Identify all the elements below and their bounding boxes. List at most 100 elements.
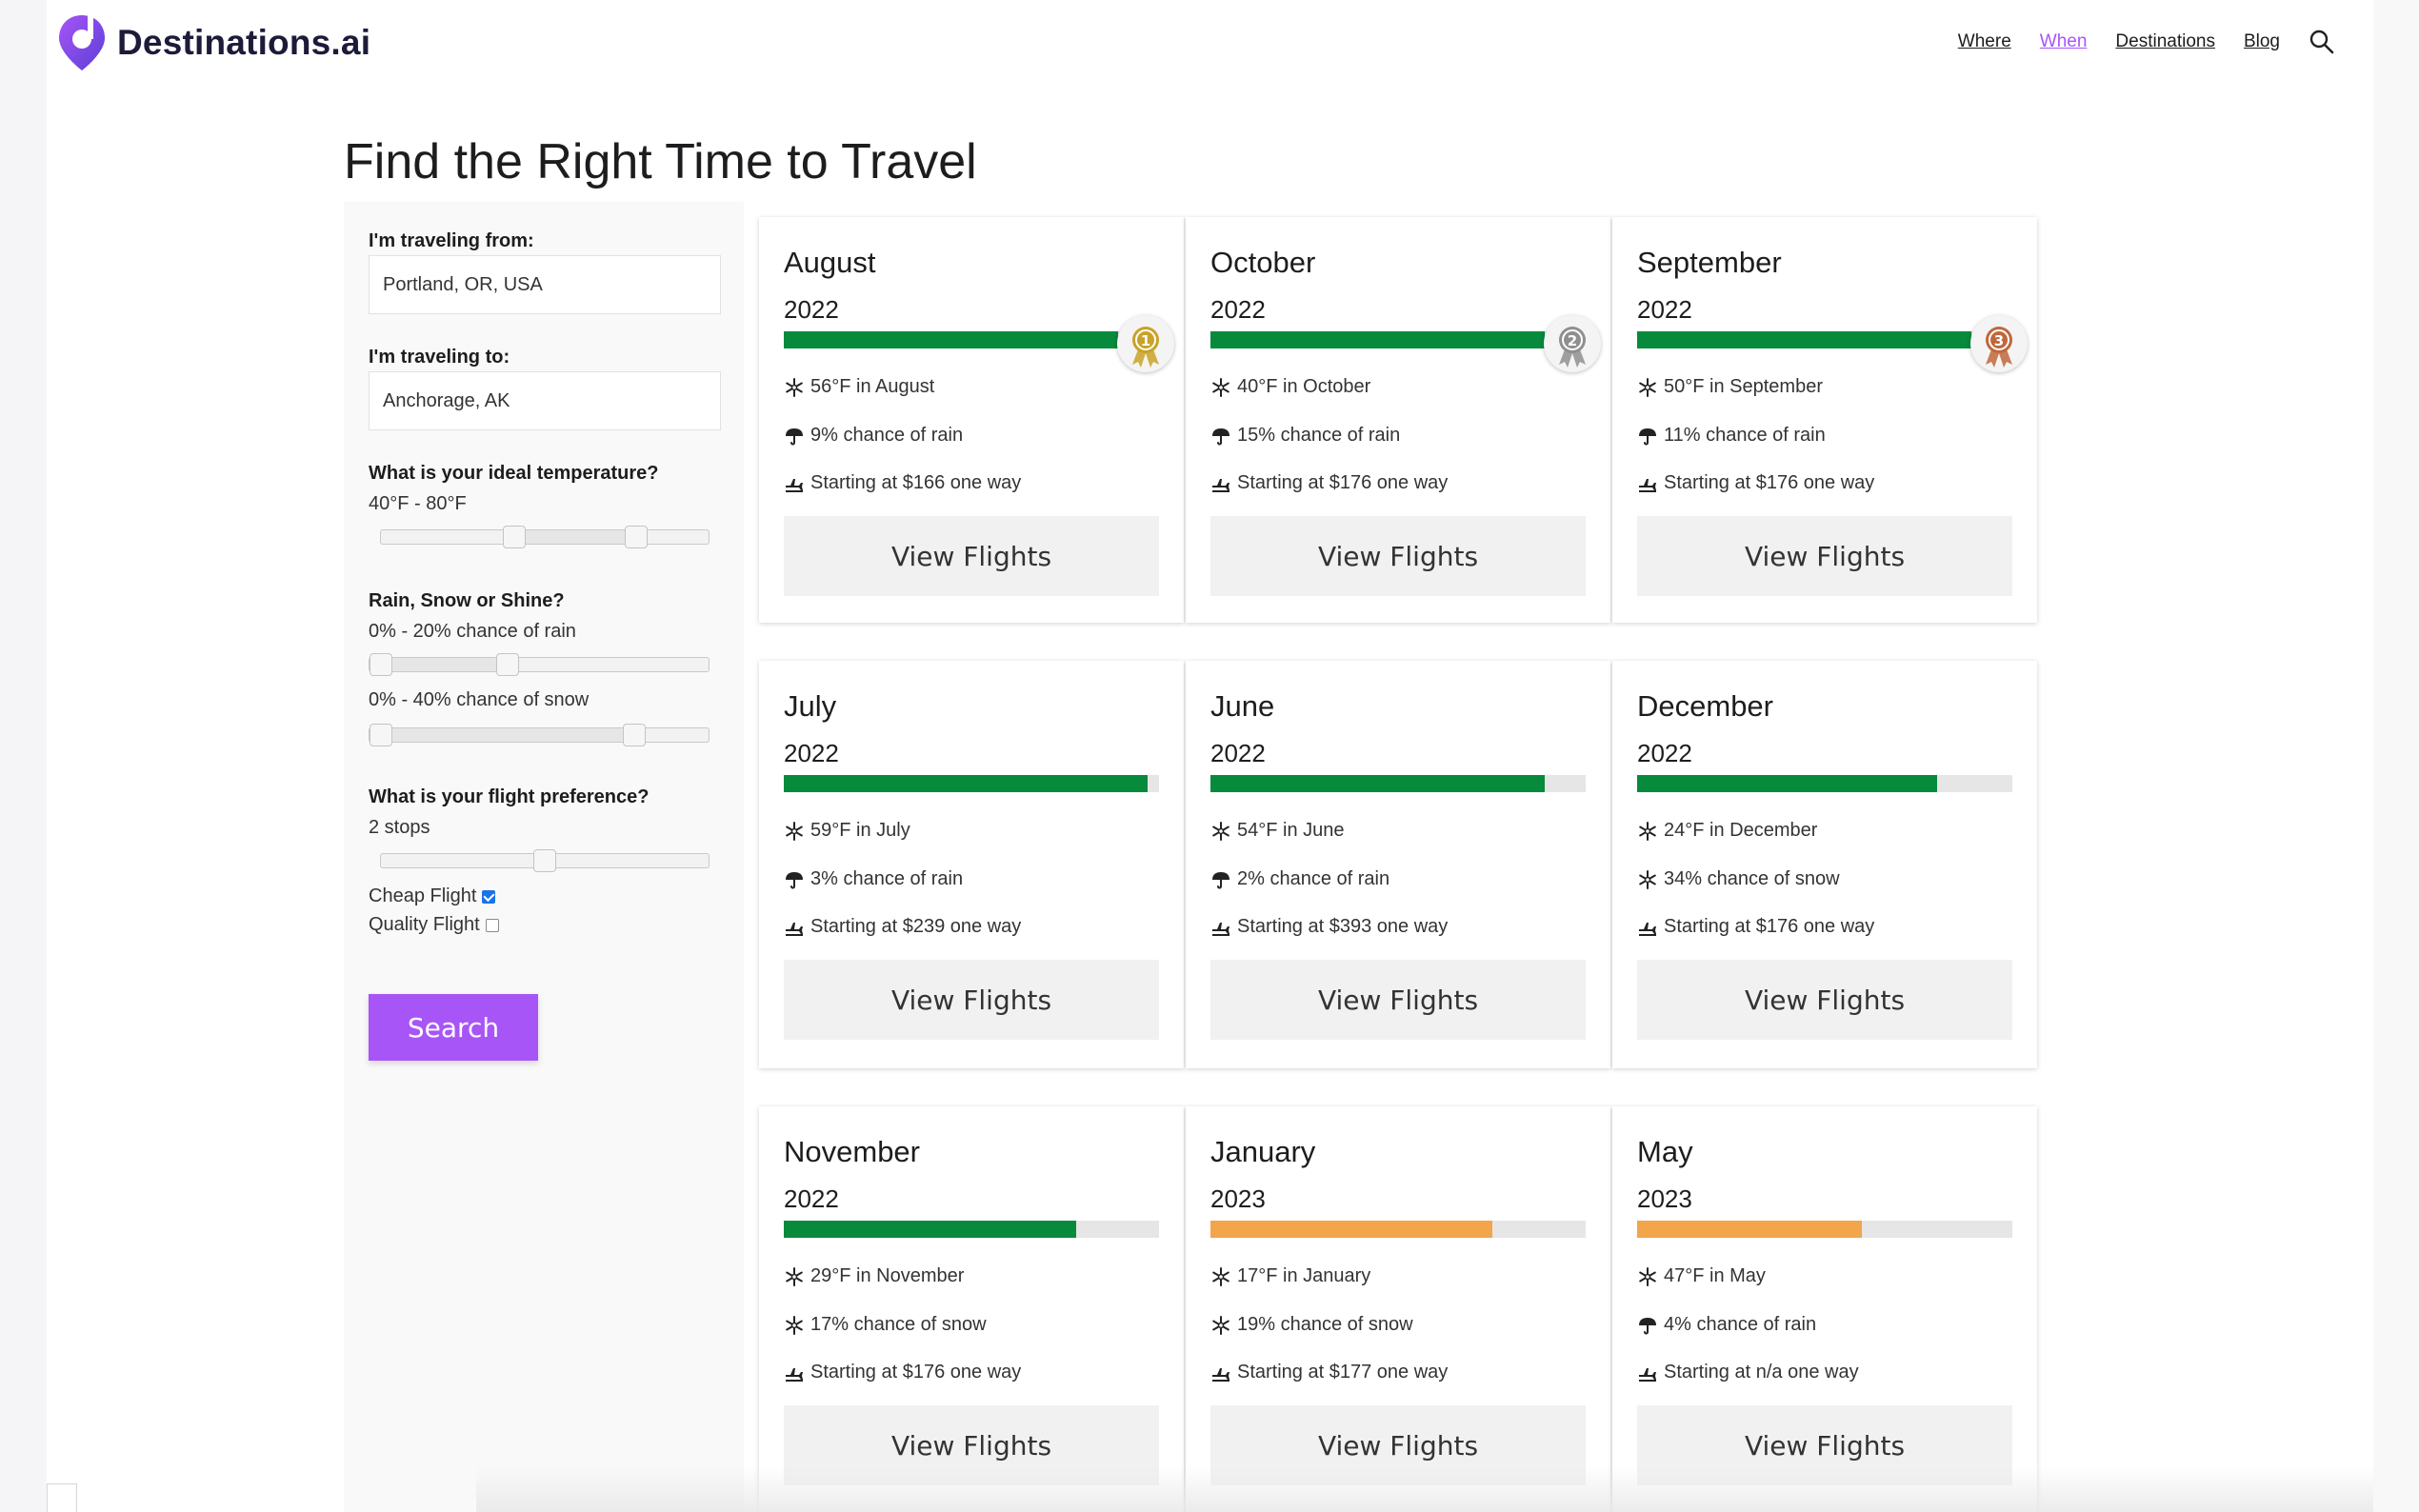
flight-stops-slider[interactable] [380,849,710,872]
flight-price-text: Starting at $176 one way [1664,472,1875,493]
card-year: 2022 [1210,295,1266,324]
temperature-max-handle[interactable] [625,526,648,548]
temperature-range [514,530,636,544]
airplane-icon [1639,478,1656,492]
rank-number: 1 [1141,332,1150,349]
precipitation-stat: 9% chance of rain [784,425,963,447]
nav-when[interactable]: When [2039,31,2088,51]
temperature-text: 56°F in August [810,376,935,397]
nav-blog[interactable]: Blog [2243,31,2280,51]
rank-medal-icon: 2 [1544,315,1601,372]
collapsed-tab[interactable] [47,1483,77,1512]
rain-range [381,658,508,671]
view-flights-button[interactable]: View Flights [784,960,1159,1040]
cheap-flight-checkbox[interactable] [482,889,496,904]
rain-max-handle[interactable] [495,653,519,676]
cheap-flight-label: Cheap Flight [369,885,477,906]
right-gutter [2373,0,2419,1512]
temperature-text: 17°F in January [1237,1265,1371,1286]
precipitation-text: 4% chance of rain [1664,1314,1817,1335]
logo[interactable]: Destinations.ai [56,11,370,74]
month-card: October 2022 2 40°F in October 15% chance of… [1186,217,1610,623]
month-card: November 2022 29°F in November 17% chance o… [759,1106,1184,1512]
temperature-stat: 29°F in November [784,1265,964,1287]
precipitation-text: 17% chance of snow [810,1314,987,1335]
snowflake-icon [786,1266,803,1286]
to-label: I'm traveling to: [369,347,510,368]
search-icon[interactable] [2309,29,2335,55]
snowflake-icon [1212,821,1229,841]
snowflake-icon [1639,1266,1656,1286]
view-flights-button[interactable]: View Flights [784,1405,1159,1485]
view-flights-button[interactable]: View Flights [1637,960,2012,1040]
airplane-icon [1212,478,1229,492]
score-fill [1637,1221,1863,1238]
to-input[interactable] [369,371,721,430]
card-year: 2022 [784,295,839,324]
umbrella-icon [1639,428,1656,445]
card-year: 2023 [1210,1184,1266,1213]
precipitation-text: 11% chance of rain [1664,425,1826,446]
precipitation-stat: 34% chance of snow [1637,868,1840,890]
snowflake-icon [1639,869,1656,889]
temperature-stat: 47°F in May [1637,1265,1766,1287]
flight-price-text: Starting at n/a one way [1664,1362,1859,1383]
search-button[interactable]: Search [369,994,538,1061]
quality-flight-checkbox[interactable] [485,918,499,932]
score-fill [1637,775,1938,792]
airplane-icon [786,1367,803,1382]
card-year: 2022 [1637,739,1692,767]
score-bar [1637,1221,2012,1238]
card-year: 2023 [1637,1184,1692,1213]
nav-destinations[interactable]: Destinations [2115,31,2215,51]
rain-slider[interactable] [369,653,710,676]
temperature-text: 29°F in November [810,1265,965,1286]
precipitation-stat: 19% chance of snow [1210,1314,1413,1336]
view-flights-button[interactable]: View Flights [1210,1405,1586,1485]
temperature-text: 47°F in May [1664,1265,1766,1286]
nav-where[interactable]: Where [1957,31,2011,51]
umbrella-icon [1212,428,1229,445]
search-filters-panel: I'm traveling from: I'm traveling to: Wh… [344,202,744,1512]
view-flights-button[interactable]: View Flights [1210,516,1586,596]
view-flights-button[interactable]: View Flights [1637,1405,2012,1485]
month-card: June 2022 54°F in June 2% chance of rain Sta… [1186,661,1610,1068]
quality-flight-option: Quality Flight [369,914,499,936]
temperature-slider[interactable] [380,526,710,548]
snowflake-icon [786,1315,803,1335]
temperature-min-handle[interactable] [503,526,526,548]
score-fill [784,1221,1077,1238]
flight-price-text: Starting at $393 one way [1237,916,1449,937]
snow-slider[interactable] [369,724,710,746]
from-input[interactable] [369,255,721,314]
snow-min-handle[interactable] [370,724,392,746]
temperature-stat: 40°F in October [1210,376,1370,398]
precipitation-stat: 17% chance of snow [784,1314,987,1336]
snow-value: 0% - 40% chance of snow [369,689,590,710]
view-flights-button[interactable]: View Flights [1637,516,2012,596]
page-title: Find the Right Time to Travel [344,134,977,189]
flight-price-stat: Starting at $166 one way [784,472,1021,494]
airplane-icon [1212,922,1229,936]
snowflake-icon [1639,377,1656,397]
airplane-icon [786,478,803,492]
view-flights-button[interactable]: View Flights [784,516,1159,596]
rain-min-handle[interactable] [370,653,392,676]
flight-price-stat: Starting at n/a one way [1637,1362,1859,1383]
flight-price-text: Starting at $239 one way [810,916,1022,937]
card-month: November [784,1135,920,1168]
view-flights-button[interactable]: View Flights [1210,960,1586,1040]
rank-medal-icon: 3 [1970,315,2028,372]
score-fill [1210,775,1545,792]
precipitation-stat: 3% chance of rain [784,868,963,890]
score-bar [1210,775,1586,792]
logo-text: Destinations.ai [117,23,371,62]
flight-preference-label: What is your flight preference? [369,786,650,807]
snow-max-handle[interactable] [622,724,646,746]
card-month: October [1210,246,1316,279]
snowflake-icon [1212,1315,1229,1335]
site-header: Destinations.ai Where When Destinations … [47,0,2373,88]
umbrella-icon [1212,871,1229,888]
flight-stops-handle[interactable] [533,849,556,872]
airplane-icon [786,922,803,936]
